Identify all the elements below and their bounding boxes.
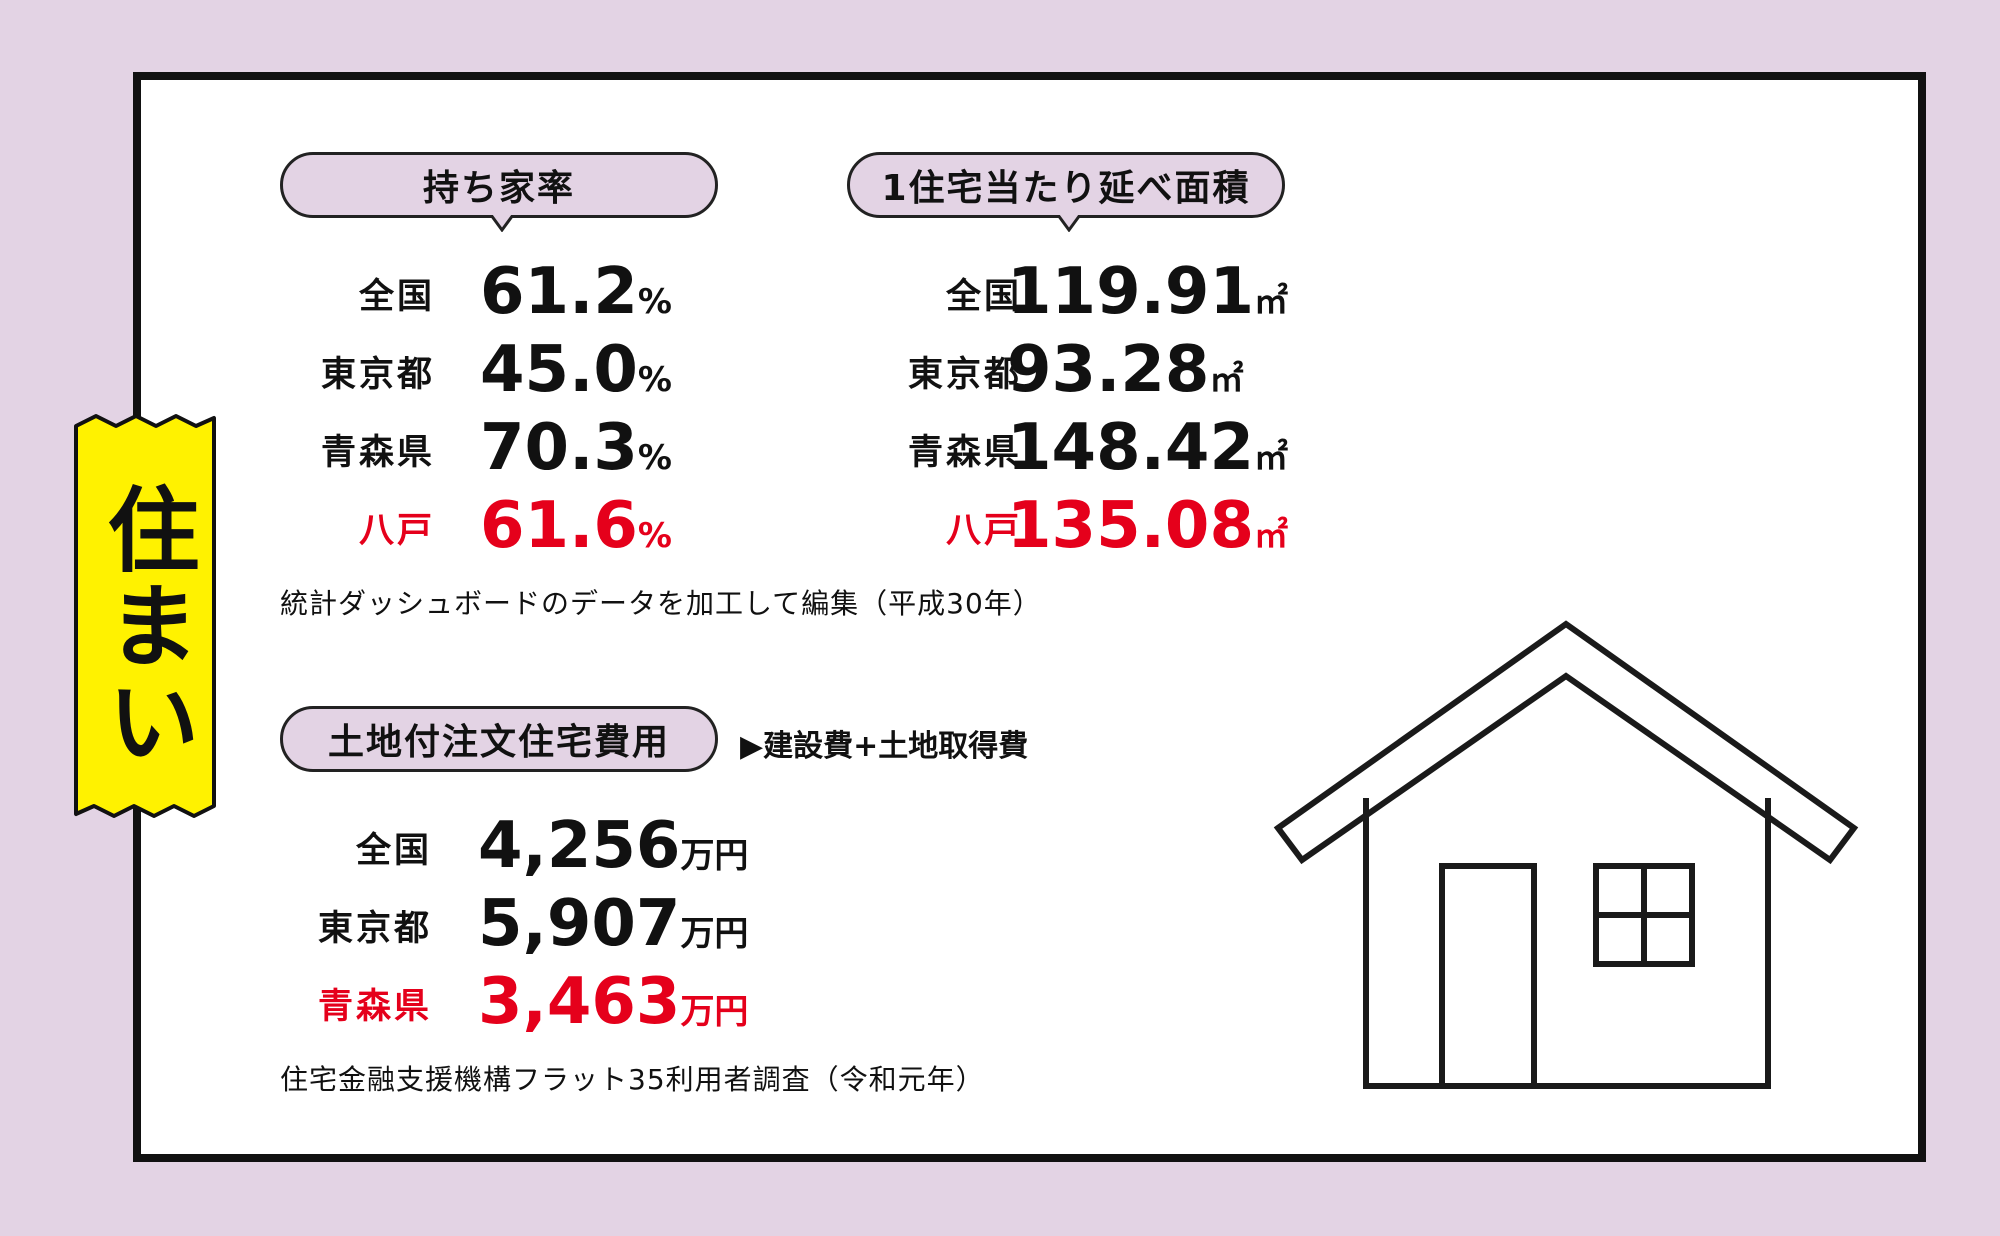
value: 61.2%: [480, 255, 672, 329]
home-ownership-row-national: 全国 61.2%: [280, 254, 700, 330]
floor-area-row-hachinohe: 八戸 135.08㎡: [847, 488, 1288, 564]
value: 93.28㎡: [1007, 333, 1244, 407]
region-label: 東京都: [320, 355, 435, 395]
value: 45.0%: [480, 333, 672, 407]
region-label: 青森県: [320, 433, 435, 473]
side-tag-label: 住まい: [92, 482, 199, 770]
value: 61.6%: [480, 489, 672, 563]
region-label: 全国: [358, 277, 435, 317]
side-tag-shape: [74, 414, 216, 818]
house-cost-title-text: 土地付注文住宅費用: [327, 722, 670, 763]
pill-pointer: [491, 215, 513, 232]
floor-area-row-national: 全国 119.91㎡: [847, 254, 1288, 330]
region-label: 青森県: [317, 987, 432, 1027]
source-note-bottom: 住宅金融支援機構フラット35利用者調査（令和元年）: [280, 1063, 985, 1096]
floor-area-row-tokyo: 東京都 93.28㎡: [847, 332, 1287, 408]
region-label: 青森県: [907, 433, 1022, 473]
house-cost-row-national: 全国 4,256万円: [280, 808, 760, 884]
floor-area-title: 1住宅当たり延べ面積: [847, 152, 1285, 232]
value: 119.91㎡: [1007, 255, 1288, 329]
region-label: 東京都: [317, 909, 432, 949]
region-label: 全国: [355, 831, 432, 871]
region-label: 八戸: [945, 511, 1022, 551]
value: 4,256万円: [478, 809, 749, 883]
value: 135.08㎡: [1007, 489, 1288, 563]
floor-area-row-aomori: 青森県 148.42㎡: [847, 410, 1288, 486]
value: 5,907万円: [478, 887, 749, 961]
value: 70.3%: [480, 411, 672, 485]
home-ownership-title: 持ち家率: [280, 152, 718, 232]
house-cost-row-aomori: 青森県 3,463万円: [280, 964, 760, 1040]
region-label: 八戸: [358, 511, 435, 551]
home-ownership-row-tokyo: 東京都 45.0%: [280, 332, 700, 408]
home-ownership-row-aomori: 青森県 70.3%: [280, 410, 700, 486]
floor-area-title-text: 1住宅当たり延べ面積: [881, 168, 1251, 209]
value: 3,463万円: [478, 965, 749, 1039]
content-frame: [133, 72, 1926, 1162]
side-tag: 住まい: [72, 412, 218, 818]
house-icon: [1273, 620, 1859, 1089]
value: 148.42㎡: [1007, 411, 1288, 485]
house-cost-note: ▶建設費+土地取得費: [740, 729, 1029, 764]
source-note-top: 統計ダッシュボードのデータを加工して編集（平成30年）: [280, 587, 1042, 620]
pill-pointer: [1058, 215, 1080, 232]
home-ownership-title-text: 持ち家率: [422, 168, 575, 209]
home-ownership-row-hachinohe: 八戸 61.6%: [280, 488, 700, 564]
house-cost-row-tokyo: 東京都 5,907万円: [280, 886, 760, 962]
region-label: 全国: [945, 277, 1022, 317]
region-label: 東京都: [907, 355, 1022, 395]
house-cost-title: 土地付注文住宅費用: [280, 706, 718, 772]
